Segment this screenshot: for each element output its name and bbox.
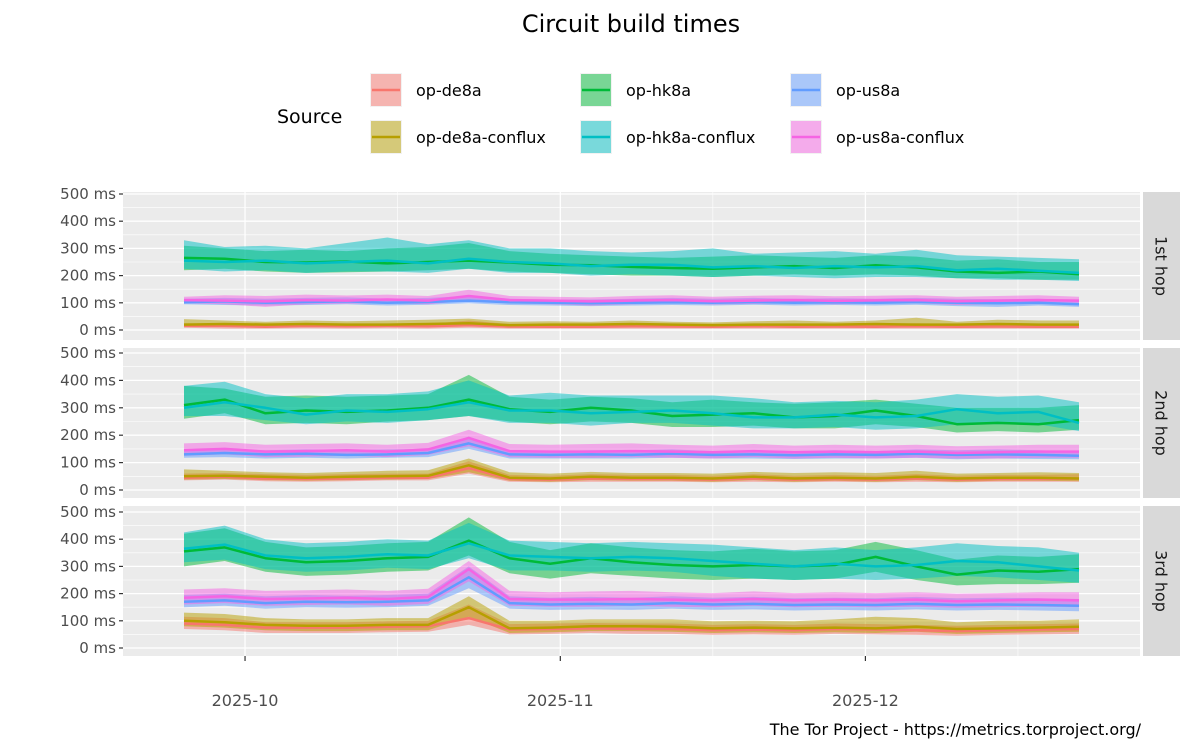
line-op-hk8a-conflux [183,401,1080,425]
y-tick-label: 400 ms [60,371,116,389]
y-tick-label: 100 ms [60,454,116,472]
line-op-hk8a-conflux [183,257,1080,275]
x-tick-label: 2025-10 [212,691,279,710]
legend-label: op-us8a-conflux [836,128,964,147]
chart-title: Circuit build times [522,10,740,38]
y-tick-label: 200 ms [60,426,116,444]
line-op-us8a-conflux [183,567,1080,603]
facet-strip-label: 3rd hop [1152,550,1171,612]
legend-label: op-us8a [836,81,900,100]
ribbon-op-hk8a-conflux [184,380,1079,432]
legend-item: op-de8a-conflux [370,120,546,154]
legend-label: op-de8a [416,81,482,100]
y-tick-label: 300 ms [60,239,116,257]
facet-strip [1143,348,1180,498]
line-op-hk8a-conflux [183,542,1080,572]
facet-strip-label: 1st hop [1152,236,1171,296]
y-tick-label: 400 ms [60,212,116,230]
x-tick-label: 2025-12 [832,691,899,710]
y-tick-label: 0 ms [79,481,116,499]
line-op-de8a-conflux [183,464,1080,480]
x-tick-label: 2025-11 [527,691,594,710]
caption: The Tor Project - https://metrics.torpro… [769,720,1142,739]
y-tick-label: 100 ms [60,294,116,312]
line-op-us8a-conflux [183,294,1080,303]
y-tick-label: 0 ms [79,321,116,339]
y-tick-label: 300 ms [60,557,116,575]
legend-item: op-us8a [790,73,900,107]
x-axis: 2025-10 2025-11 2025-12 [212,656,899,710]
facet-panel-1: 0 ms 100 ms 200 ms 300 ms 400 ms 500 ms 1st ho… [60,185,1180,340]
y-tick-label: 300 ms [60,399,116,417]
y-tick-label: 500 ms [60,344,116,362]
legend-label: op-hk8a-conflux [626,128,755,147]
legend-item: op-hk8a [580,73,691,107]
ribbon-op-us8a-conflux [184,561,1079,608]
legend-label: op-de8a-conflux [416,128,546,147]
y-tick-label: 500 ms [60,503,116,521]
line-op-de8a [183,466,1080,481]
y-tick-label: 200 ms [60,267,116,285]
line-op-de8a [184,323,1079,328]
legend: Source op-de8a op-de8a-conflux op-hk8a op-h… [277,73,964,154]
facet-panel-3: 0 ms 100 ms 200 ms 300 ms 400 ms 500 ms 3rd ho… [60,503,1180,657]
legend-item: op-hk8a-conflux [580,120,755,154]
legend-item: op-us8a-conflux [790,120,964,154]
line-op-us8a [183,442,1080,458]
line-op-us8a-conflux [183,436,1079,455]
ribbon-op-hk8a-conflux [184,237,1079,281]
line-op-hk8a [183,539,1080,576]
line-op-de8a-conflux [183,605,1080,631]
ribbon-op-hk8a-conflux [184,522,1079,583]
legend-title: Source [277,106,342,128]
y-tick-label: 0 ms [79,639,116,657]
facet-strip [1143,192,1180,340]
legend-item: op-de8a [370,73,482,107]
facet-strip [1143,506,1180,656]
y-tick-label: 400 ms [60,530,116,548]
y-tick-label: 200 ms [60,585,116,603]
y-tick-label: 500 ms [60,185,116,203]
line-op-de8a [183,616,1080,633]
line-op-us8a [183,576,1080,608]
line-op-de8a-conflux [183,321,1079,327]
facet-panel-2: 0 ms 100 ms 200 ms 300 ms 400 ms 500 ms 2nd ho… [60,344,1180,499]
facet-strip-label: 2nd hop [1152,390,1171,456]
y-tick-label: 100 ms [60,612,116,630]
facet-panels: 0 ms 100 ms 200 ms 300 ms 400 ms 500 ms 1st ho… [60,185,1180,657]
legend-label: op-hk8a [626,81,691,100]
